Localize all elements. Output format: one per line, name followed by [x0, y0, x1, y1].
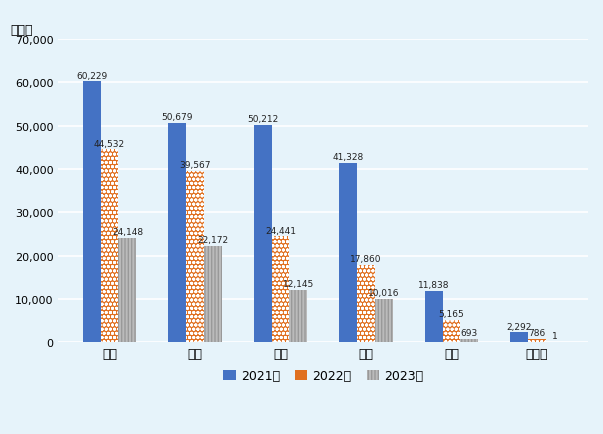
Bar	[461, 339, 478, 342]
Bar	[118, 238, 136, 342]
Bar	[510, 332, 528, 342]
Bar	[253, 125, 271, 342]
Text: 10,016: 10,016	[368, 289, 400, 297]
Text: 2,292: 2,292	[507, 322, 532, 331]
Bar	[443, 320, 461, 342]
Text: 5,165: 5,165	[438, 309, 464, 319]
Bar	[204, 247, 222, 342]
Bar	[118, 238, 136, 342]
Bar	[289, 290, 308, 342]
Text: 11,838: 11,838	[418, 280, 449, 289]
Text: 24,441: 24,441	[265, 226, 296, 235]
Bar	[101, 150, 118, 342]
Text: 50,679: 50,679	[161, 113, 193, 122]
Bar	[271, 237, 289, 342]
Legend: 2021年, 2022年, 2023年: 2021年, 2022年, 2023年	[218, 365, 428, 388]
Text: 39,567: 39,567	[179, 161, 210, 170]
Text: 12,145: 12,145	[283, 279, 314, 288]
Text: 60,229: 60,229	[76, 72, 107, 80]
Text: 24,148: 24,148	[112, 227, 143, 237]
Bar	[186, 171, 204, 342]
Text: 50,212: 50,212	[247, 115, 278, 124]
Bar	[461, 339, 478, 342]
Bar	[101, 150, 118, 342]
Bar	[443, 320, 461, 342]
Bar	[357, 265, 375, 342]
Bar	[528, 339, 546, 342]
Text: （台）: （台）	[11, 24, 33, 37]
Bar	[83, 82, 101, 342]
Text: 786: 786	[528, 328, 546, 337]
Text: 22,172: 22,172	[197, 236, 229, 245]
Bar	[271, 237, 289, 342]
Bar	[425, 291, 443, 342]
Bar	[186, 171, 204, 342]
Text: 693: 693	[461, 329, 478, 338]
Bar	[339, 164, 357, 342]
Bar	[168, 123, 186, 342]
Bar	[375, 299, 393, 342]
Text: 17,860: 17,860	[350, 254, 382, 263]
Bar	[357, 265, 375, 342]
Bar	[289, 290, 308, 342]
Bar	[375, 299, 393, 342]
Bar	[528, 339, 546, 342]
Text: 41,328: 41,328	[332, 153, 364, 162]
Text: 1: 1	[552, 332, 558, 341]
Text: 44,532: 44,532	[94, 139, 125, 148]
Bar	[204, 247, 222, 342]
